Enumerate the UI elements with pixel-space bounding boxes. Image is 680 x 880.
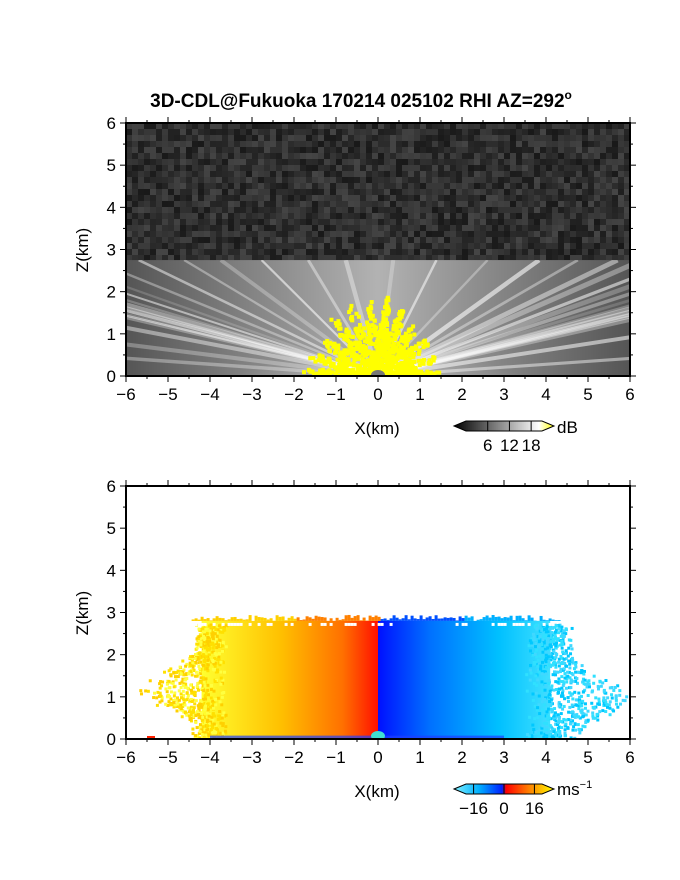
intensity-y-axis-label: Z(km): [73, 228, 92, 272]
x-tick-label: 5: [583, 748, 592, 767]
intensity-y-ticks: 0 1 2 3 4 5 6: [107, 114, 636, 386]
intensity-ray: [377, 291, 630, 376]
velocity-y-axis-label: Z(km): [73, 591, 92, 635]
intensity-ray: [377, 315, 630, 376]
velocity-away-region: [378, 620, 551, 739]
velocity-x-ticks: −6 −5 −4 −3 −2 −1 0 1 2 3 4 5 6: [116, 480, 635, 767]
x-tick-label: 1: [415, 385, 424, 404]
x-tick-label: 5: [583, 385, 592, 404]
intensity-colorbar-ticks: 6 12 18: [483, 421, 541, 455]
velocity-colorbar-ticks: −16 0 16: [459, 784, 544, 818]
x-tick-label: −6: [116, 748, 135, 767]
x-tick-label: −4: [200, 385, 219, 404]
x-tick-label: −3: [242, 748, 261, 767]
intensity-colorbar-unit: dB: [557, 418, 578, 437]
x-tick-label: −3: [242, 385, 261, 404]
intensity-ray: [377, 335, 630, 376]
y-tick-label: 0: [107, 367, 116, 386]
intensity-colorbar-bar: [452, 420, 556, 432]
y-tick-label: 3: [107, 241, 116, 260]
intensity-ray: [126, 314, 379, 376]
colorbar-tick-label: 6: [483, 436, 492, 455]
x-tick-label: 3: [499, 385, 508, 404]
y-tick-label: 1: [107, 325, 116, 344]
velocity-y-ticks: 0 1 2 3 4 5 6: [107, 477, 636, 749]
intensity-ray: [377, 262, 630, 376]
colorbar-tick-label: 16: [525, 799, 544, 818]
x-tick-label: 4: [541, 748, 550, 767]
y-tick-label: 1: [107, 688, 116, 707]
velocity-colorbar: −16 0 16 ms−1: [452, 779, 592, 818]
x-tick-label: −6: [116, 385, 135, 404]
intensity-ray: [126, 356, 379, 376]
intensity-ray: [377, 306, 630, 376]
y-tick-label: 3: [107, 604, 116, 623]
y-tick-label: 4: [107, 198, 116, 217]
colorbar-tick-label: 12: [500, 436, 519, 455]
x-tick-label: −4: [200, 748, 219, 767]
intensity-saturated-region: [302, 295, 442, 376]
intensity-ray: [376, 257, 619, 376]
x-tick-label: 2: [457, 748, 466, 767]
x-tick-label: 4: [541, 385, 550, 404]
intensity-ray: [377, 309, 630, 376]
intensity-ray: [377, 298, 630, 376]
intensity-ray: [138, 258, 379, 376]
velocity-toward-region: [201, 620, 378, 739]
x-tick-label: −5: [158, 385, 177, 404]
intensity-x-axis-label: X(km): [354, 419, 399, 438]
intensity-colorbar: 6 12 18 dB: [452, 418, 578, 455]
velocity-colorbar-unit: ms−1: [557, 779, 592, 799]
x-tick-label: 6: [625, 385, 634, 404]
y-tick-label: 5: [107, 519, 116, 538]
chart-title: 3D-CDL@Fukuoka 170214 025102 RHI AZ=292o: [150, 88, 572, 112]
intensity-ray: [126, 308, 379, 376]
velocity-edge-speckle: [139, 614, 629, 739]
intensity-ray: [126, 342, 379, 376]
intensity-x-ticks: −6 −5 −4 −3 −2 −1 0 1 2 3 4 5 6: [116, 117, 635, 404]
intensity-ray: [377, 317, 630, 376]
intensity-ray: [377, 312, 630, 376]
colorbar-tick-label: 0: [499, 799, 508, 818]
intensity-ray: [377, 356, 630, 376]
velocity-ground-strip: [210, 735, 504, 739]
x-tick-label: −2: [284, 748, 303, 767]
y-tick-label: 2: [107, 283, 116, 302]
x-tick-label: −2: [284, 385, 303, 404]
x-tick-label: 6: [625, 748, 634, 767]
intensity-ray: [126, 316, 379, 376]
x-tick-label: −5: [158, 748, 177, 767]
x-tick-label: −1: [326, 748, 345, 767]
x-tick-label: −1: [326, 385, 345, 404]
x-tick-label: 1: [415, 748, 424, 767]
y-tick-label: 4: [107, 561, 116, 580]
radar-origin-marker: [371, 731, 385, 739]
x-tick-label: 0: [373, 385, 382, 404]
intensity-ray: [377, 304, 630, 376]
intensity-ray-streaks: [126, 123, 630, 376]
radar-origin-marker: [371, 370, 385, 376]
velocity-x-axis-label: X(km): [354, 782, 399, 801]
y-tick-label: 0: [107, 730, 116, 749]
y-tick-label: 6: [107, 477, 116, 496]
colorbar-tick-label: 18: [522, 436, 541, 455]
velocity-ground-speck: [147, 736, 155, 739]
x-tick-label: 2: [457, 385, 466, 404]
y-tick-label: 6: [107, 114, 116, 133]
x-tick-label: 3: [499, 748, 508, 767]
colorbar-tick-label: −16: [459, 799, 488, 818]
y-tick-label: 2: [107, 646, 116, 665]
velocity-field-layer: [201, 620, 551, 739]
y-tick-label: 5: [107, 156, 116, 175]
intensity-ray: [126, 325, 379, 376]
x-tick-label: 0: [373, 748, 382, 767]
